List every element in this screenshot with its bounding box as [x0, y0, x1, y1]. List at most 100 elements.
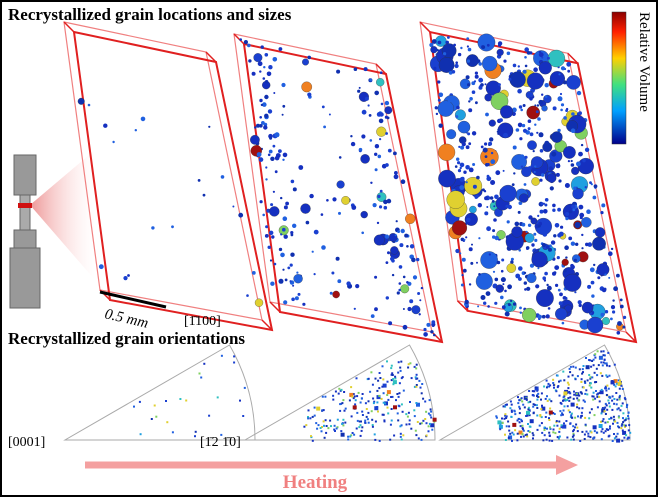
grain-orientation — [310, 435, 312, 437]
grain-orientation — [421, 439, 423, 441]
grain — [538, 315, 542, 319]
grain — [491, 152, 493, 154]
grain — [404, 234, 408, 238]
grain — [247, 44, 251, 48]
grain-orientation — [536, 415, 538, 417]
grain-orientation — [519, 421, 521, 423]
grain — [354, 308, 356, 310]
grain-orientation — [617, 422, 619, 424]
grain — [524, 281, 527, 284]
grain-orientation — [590, 366, 592, 368]
grain — [458, 169, 461, 172]
grain-orientation — [387, 399, 389, 401]
grain — [557, 256, 560, 259]
grain-orientation — [590, 376, 592, 378]
grain — [377, 195, 380, 198]
grain-orientation — [496, 417, 498, 419]
grain — [579, 213, 584, 218]
grain-orientation — [402, 376, 404, 378]
grain — [290, 253, 294, 257]
grain — [484, 196, 488, 200]
grain — [486, 226, 491, 231]
grain — [398, 289, 401, 292]
grain — [590, 267, 595, 272]
grain — [560, 109, 563, 112]
grain-orientation — [349, 436, 351, 438]
grain — [608, 251, 613, 256]
grain-orientation — [401, 424, 403, 426]
grain-orientation — [584, 434, 586, 436]
grain — [463, 239, 465, 241]
grain — [395, 234, 397, 236]
grain — [123, 276, 127, 280]
grain — [458, 146, 460, 148]
grain-orientation — [415, 376, 417, 378]
grain-orientation — [312, 416, 314, 418]
grain-orientation — [553, 429, 555, 431]
grain — [594, 184, 598, 188]
grain — [259, 124, 263, 128]
grain-orientation — [577, 430, 579, 432]
grain-orientation — [535, 386, 537, 388]
grain-orientation — [415, 434, 417, 436]
grain — [527, 51, 531, 55]
grain-orientation — [339, 410, 341, 412]
grain-orientation — [338, 393, 340, 395]
grain — [492, 235, 495, 238]
grain-orientation — [581, 393, 583, 395]
grain-orientation — [601, 412, 603, 414]
grain-orientation — [415, 430, 417, 432]
grain-orientation — [382, 414, 384, 416]
grain — [314, 230, 319, 235]
grain — [501, 259, 504, 262]
grain-orientation — [616, 403, 618, 405]
grain-orientation — [578, 407, 580, 409]
grain-orientation — [562, 425, 566, 429]
grain — [531, 218, 537, 224]
grain — [326, 199, 329, 202]
grain — [550, 186, 554, 190]
grain — [397, 230, 400, 233]
grain-orientation — [501, 418, 503, 420]
grain-orientation — [392, 374, 394, 376]
grain-orientation — [548, 432, 550, 434]
grain-orientation — [316, 407, 320, 411]
grain-orientation — [362, 393, 364, 395]
grain-orientation — [542, 439, 544, 441]
grain — [524, 272, 526, 274]
grain-orientation — [613, 416, 615, 418]
grain-orientation — [609, 375, 611, 377]
grain — [527, 141, 536, 150]
grain-orientation — [361, 397, 363, 399]
grain-orientation — [341, 402, 343, 404]
grain-orientation — [516, 439, 518, 441]
grain — [460, 177, 465, 182]
grain — [468, 108, 472, 112]
direction-label: [1̄2 1̄0] — [200, 435, 241, 450]
grain — [494, 302, 497, 305]
grain — [477, 305, 479, 307]
grain-orientation — [428, 430, 430, 432]
grain — [485, 113, 489, 117]
grain — [620, 299, 623, 302]
grain — [455, 64, 459, 68]
grain — [565, 212, 569, 216]
grain-orientation — [585, 357, 587, 359]
grain — [538, 225, 541, 228]
grain — [611, 248, 613, 250]
grain — [336, 70, 340, 74]
grain-orientation — [523, 436, 525, 438]
grain-orientation — [549, 408, 551, 410]
grain — [371, 314, 375, 318]
grain-orientation — [341, 433, 345, 437]
grain-orientation — [569, 396, 571, 398]
grain — [507, 220, 510, 223]
grain — [269, 150, 273, 154]
grain-orientation — [519, 412, 521, 414]
grain-orientation — [629, 432, 631, 434]
grain-orientation — [580, 381, 582, 383]
grain-orientation — [401, 439, 403, 441]
grain-orientation — [368, 400, 370, 402]
grain — [466, 37, 469, 40]
grain — [534, 124, 536, 126]
